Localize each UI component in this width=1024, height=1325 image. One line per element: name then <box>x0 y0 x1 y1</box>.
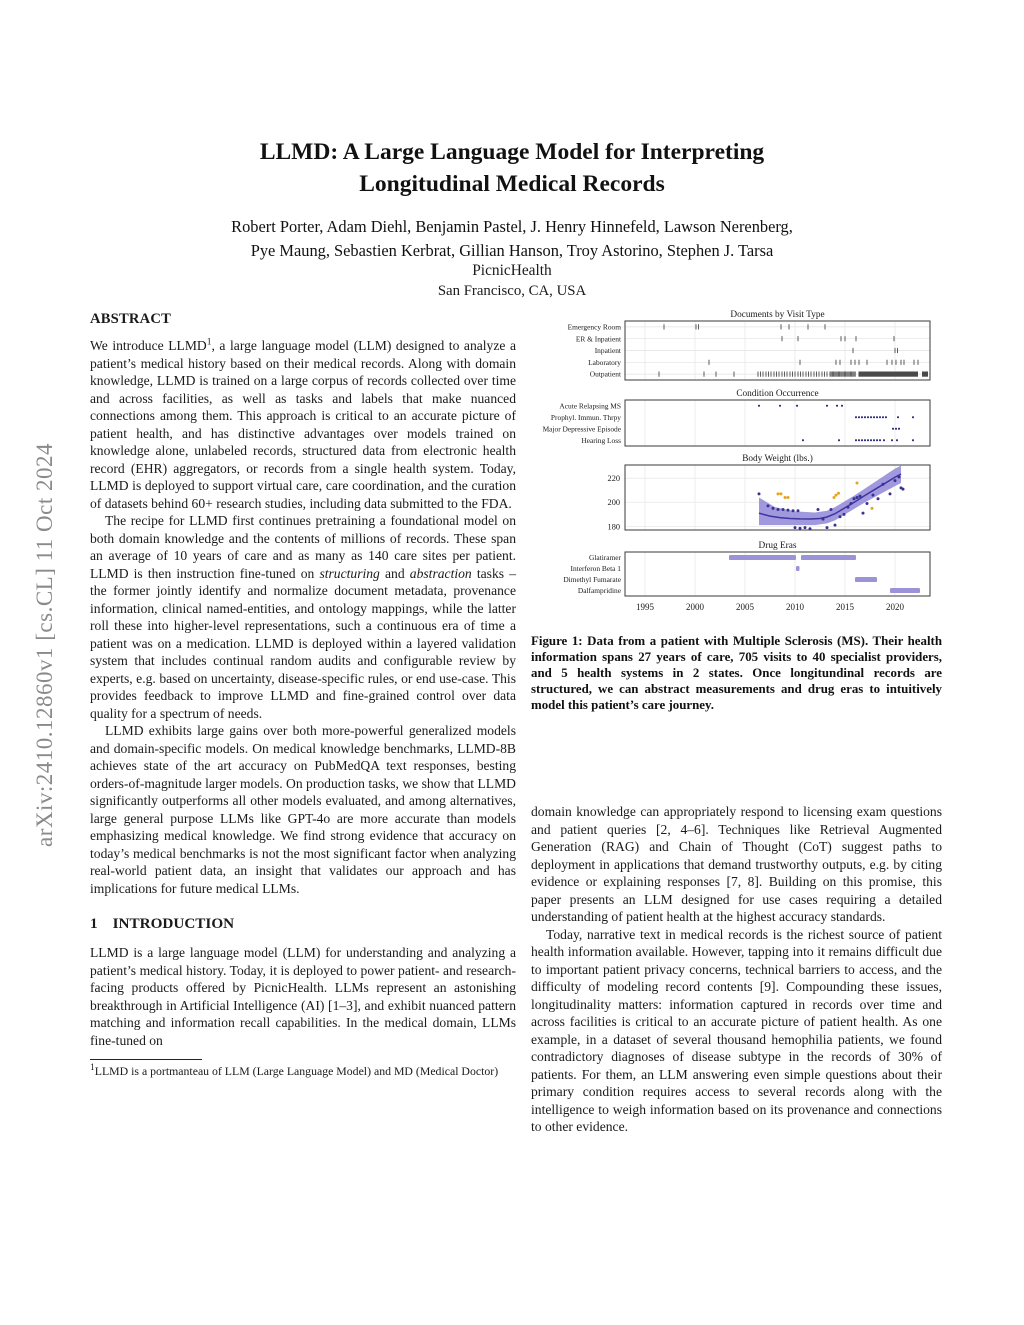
footnote-text: LLMD is a portmanteau of LLM (Large Lang… <box>94 1064 499 1078</box>
svg-text:2010: 2010 <box>786 602 805 612</box>
abstract-p1-text-rest: , a large language model (LLM) designed … <box>90 338 517 511</box>
abstract-p2-text-mid: and <box>379 565 410 581</box>
author-list: Robert Porter, Adam Diehl, Benjamin Past… <box>0 215 1024 262</box>
svg-text:Emergency Room: Emergency Room <box>568 323 622 332</box>
svg-text:Acute Relapsing MS: Acute Relapsing MS <box>559 401 621 410</box>
svg-text:Glatiramer: Glatiramer <box>589 553 622 562</box>
svg-text:Dimethyl Fumarate: Dimethyl Fumarate <box>563 575 621 584</box>
svg-text:Major Depressive Episode: Major Depressive Episode <box>543 424 622 433</box>
svg-text:Dalfampridine: Dalfampridine <box>578 586 622 595</box>
svg-text:2015: 2015 <box>836 602 855 612</box>
paper-title-line1: LLMD: A Large Language Model for Interpr… <box>259 139 765 165</box>
intro-paragraph: LLMD is a large language model (LLM) for… <box>90 945 516 1048</box>
svg-text:Outpatient: Outpatient <box>590 370 622 379</box>
abstract-p1-text: We introduce LLMD <box>90 338 207 353</box>
abstract-p2-text: The recipe for LLMD first continues pret… <box>90 513 516 581</box>
section-title: INTRODUCTION <box>112 915 235 932</box>
figure1-chart: Documents by Visit Type Emergency Room ER … <box>531 306 942 624</box>
affiliation-location: San Francisco, CA, USA <box>437 283 587 299</box>
footnote: 1LLMD is a portmanteau of LLM (Large Lan… <box>90 1059 516 1079</box>
svg-text:Body Weight (lbs.): Body Weight (lbs.) <box>742 453 813 464</box>
svg-text:Drug Eras: Drug Eras <box>759 541 797 551</box>
section-1-heading: 1 INTRODUCTION <box>90 915 516 933</box>
arxiv-watermark: arXiv:2410.12860v1 [cs.CL] 11 Oct 2024 <box>32 443 57 847</box>
svg-text:Documents by Visit Type: Documents by Visit Type <box>730 310 824 320</box>
abstract-p2-italic-abstraction: abstraction <box>409 565 472 581</box>
figure1-caption: Figure 1: Data from a patient with Multi… <box>531 634 942 712</box>
footnote-rule <box>90 1059 202 1060</box>
abstract-heading: ABSTRACT <box>90 311 172 327</box>
author-list-line1: Robert Porter, Adam Diehl, Benjamin Past… <box>231 217 793 236</box>
svg-text:Condition Occurrence: Condition Occurrence <box>736 389 818 399</box>
svg-text:Prophyl. Immun. Thrpy: Prophyl. Immun. Thrpy <box>551 413 621 422</box>
abstract-paragraph-3: LLMD exhibits large gains over both more… <box>90 723 516 896</box>
body-paragraph-2: Today, narrative text in medical records… <box>531 926 942 1135</box>
paper-title: LLMD: A Large Language Model for Interpr… <box>0 136 1024 200</box>
patient-timeline-svg: Documents by Visit Type Emergency Room ER … <box>543 310 931 612</box>
body-paragraph-continuation: domain knowledge can appropriately respo… <box>531 804 942 924</box>
svg-text:200: 200 <box>608 498 620 507</box>
svg-text:2005: 2005 <box>736 602 755 612</box>
right-column: Documents by Visit Type Emergency Room ER … <box>531 306 942 1136</box>
figure-1: Documents by Visit Type Emergency Room ER … <box>531 306 942 713</box>
abstract-p2-italic-structuring: structuring <box>319 565 380 581</box>
left-column: ABSTRACT We introduce LLMD1, a large lan… <box>90 311 516 1079</box>
footnote-marker: 1 <box>206 337 212 348</box>
svg-text:Interferon Beta 1: Interferon Beta 1 <box>571 564 622 573</box>
svg-text:Hearing Loss: Hearing Loss <box>581 436 621 445</box>
paper-title-line2: Longitudinal Medical Records <box>359 171 665 197</box>
section-number: 1 <box>90 915 98 932</box>
svg-text:1995: 1995 <box>636 602 655 612</box>
footnote-number: 1 <box>90 1063 95 1074</box>
svg-text:180: 180 <box>608 522 620 531</box>
svg-text:2020: 2020 <box>886 602 905 612</box>
abstract-paragraph-1: We introduce LLMD1, a large language mod… <box>90 337 516 512</box>
svg-text:2000: 2000 <box>686 602 705 612</box>
abstract-p2-text-rest: tasks – the former jointly identify and … <box>90 565 516 721</box>
svg-text:Laboratory: Laboratory <box>588 358 621 367</box>
abstract-paragraph-2: The recipe for LLMD first continues pret… <box>90 512 516 722</box>
author-list-line2: Pye Maung, Sebastien Kerbrat, Gillian Ha… <box>250 240 774 260</box>
svg-text:Inpatient: Inpatient <box>595 346 622 355</box>
svg-text:ER & Inpatient: ER & Inpatient <box>576 334 622 343</box>
affiliation: PicnicHealth <box>472 262 552 279</box>
svg-text:220: 220 <box>608 474 620 483</box>
